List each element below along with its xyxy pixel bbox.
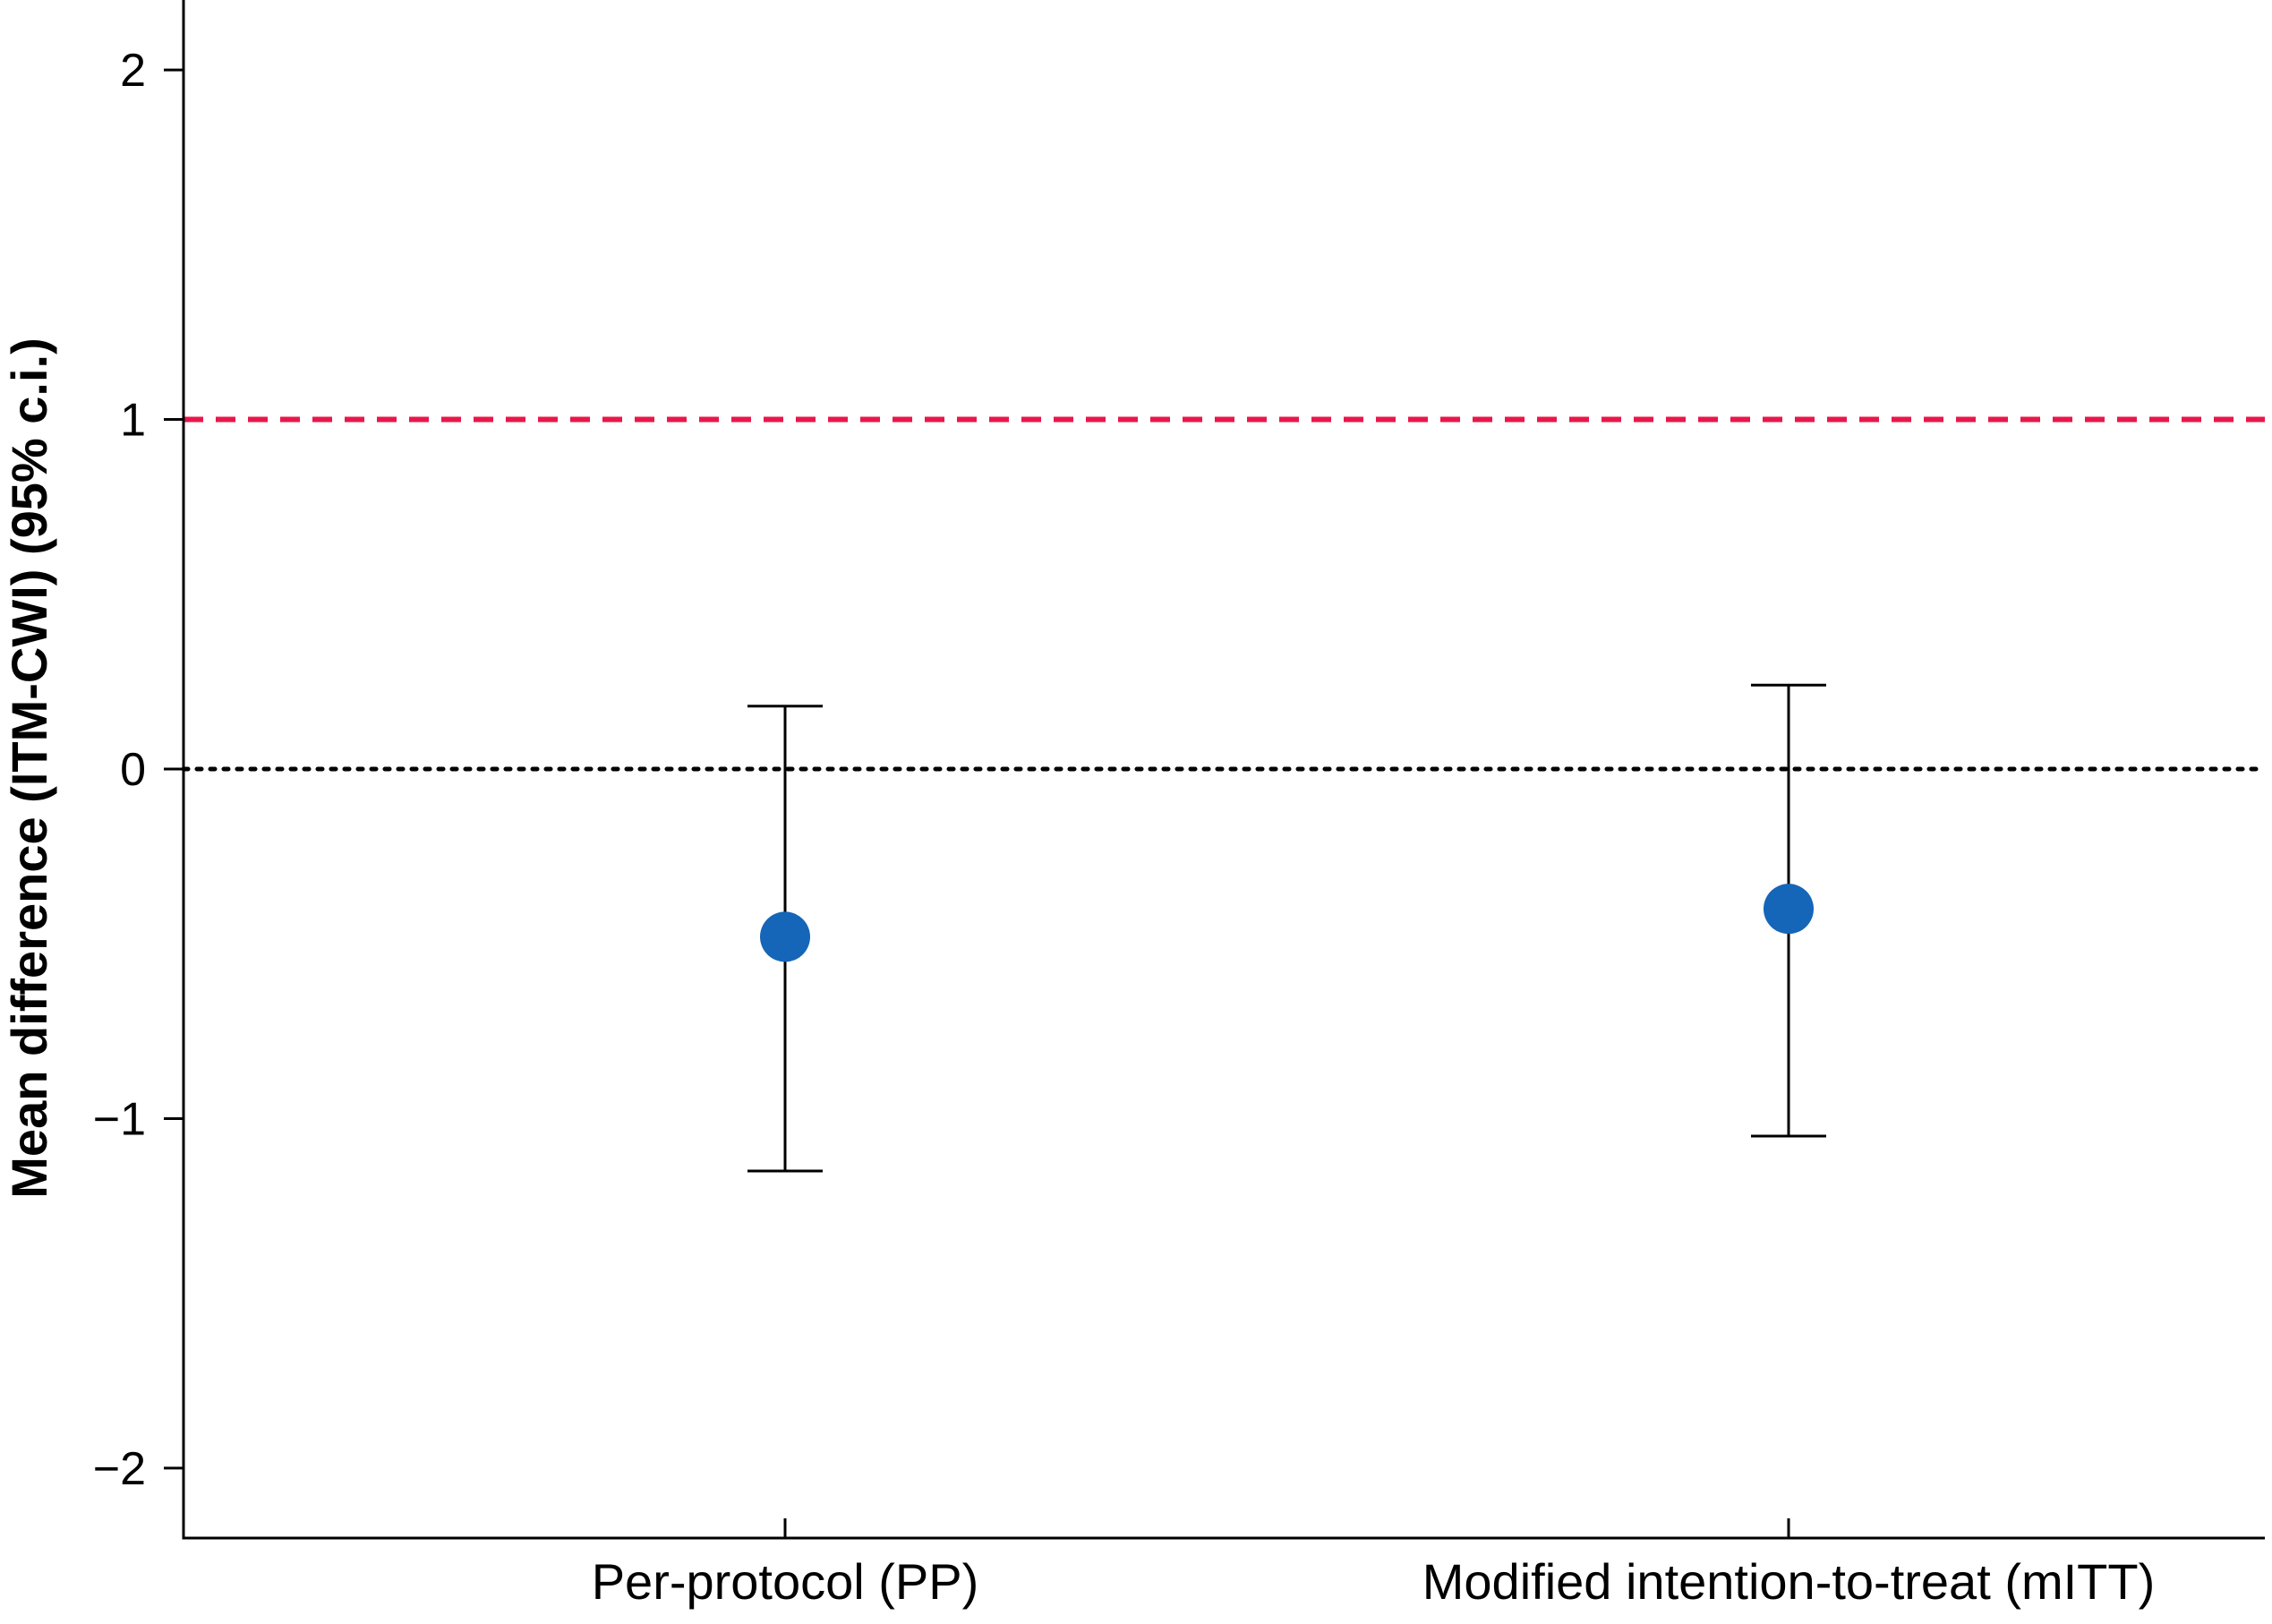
error-bars <box>747 683 1826 1173</box>
y-tick-label: −1 <box>93 1093 146 1145</box>
y-tick-label: 0 <box>120 744 146 796</box>
reference-lines <box>181 416 2268 772</box>
data-point-0 <box>760 911 810 962</box>
x-tick-label: Modified intention-to-treat (mITT) <box>1422 1553 2155 1610</box>
y-tick-label: −2 <box>93 1443 146 1495</box>
data-point-1 <box>1764 884 1814 935</box>
y-tick-label: 1 <box>120 395 146 447</box>
y-axis-ticks: 2 1 0 −1 −2 <box>93 45 184 1495</box>
y-tick-label: 2 <box>120 45 146 97</box>
data-points <box>760 884 1814 962</box>
y-axis-title: Mean difference (ITM-CWI) (95% c.i.) <box>1 338 57 1198</box>
x-tick-label: Per-protocol (PP) <box>592 1553 979 1610</box>
x-axis-ticks: Per-protocol (PP) Modified intention-to-t… <box>592 1518 2155 1610</box>
